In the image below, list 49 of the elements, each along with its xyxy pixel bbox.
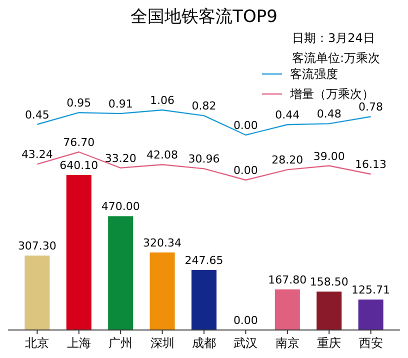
data-label: 28.20 (272, 154, 304, 167)
bar (316, 292, 342, 330)
data-label: 0.00 (233, 314, 258, 327)
bar (66, 175, 92, 330)
data-label: 320.34 (143, 236, 182, 250)
chart-title: 全国地铁客流TOP9 (130, 7, 278, 27)
data-label: 0.95 (66, 96, 92, 110)
data-label: 640.10 (60, 159, 98, 172)
text: 日期：3月24日 (292, 31, 375, 45)
data-label: 33.20 (104, 152, 136, 165)
data-label: 158.50 (310, 276, 348, 289)
x-tick-label: 武汉 (234, 336, 258, 350)
x-tick-label: 重庆 (317, 336, 342, 350)
bar (108, 216, 134, 330)
data-label: 0.48 (316, 108, 342, 121)
data-label: 39.00 (313, 150, 345, 163)
x-tick-label: 广州 (108, 336, 133, 350)
data-label: 0.91 (108, 98, 133, 111)
x-tick-label: 成都 (192, 336, 216, 350)
legend-label: 客流强度 (290, 67, 338, 81)
bar (150, 252, 175, 330)
data-label: 0.45 (24, 108, 50, 122)
data-label: 42.08 (146, 148, 178, 162)
x-tick-label: 北京 (25, 336, 50, 350)
x-tick-label: 深圳 (150, 336, 174, 350)
data-label: 0.82 (192, 100, 216, 113)
legend-label: 增量（万乘次） (289, 87, 374, 101)
data-label: 76.70 (63, 136, 95, 149)
bar (274, 289, 300, 330)
data-label: 0.00 (233, 119, 258, 132)
data-label: 125.71 (352, 284, 390, 297)
data-label: 43.24 (21, 148, 53, 162)
bar (191, 270, 217, 330)
data-label: 0.00 (233, 164, 258, 177)
data-label: 1.06 (150, 94, 175, 107)
x-tick-label: 上海 (66, 336, 91, 350)
data-label: 470.00 (101, 200, 140, 214)
data-label: 307.30 (18, 240, 56, 253)
bar (358, 300, 384, 330)
data-label: 167.80 (268, 273, 307, 286)
x-tick-label: 西安 (358, 336, 383, 350)
data-label: 30.96 (188, 152, 220, 166)
x-tick-label: 南京 (275, 336, 300, 350)
data-label: 247.65 (184, 254, 224, 268)
data-label: 0.78 (358, 100, 384, 114)
text: 客流单位:万乘次 (292, 51, 380, 65)
data-label: 16.13 (355, 158, 387, 172)
bar (24, 256, 50, 330)
data-label: 0.44 (275, 108, 300, 122)
